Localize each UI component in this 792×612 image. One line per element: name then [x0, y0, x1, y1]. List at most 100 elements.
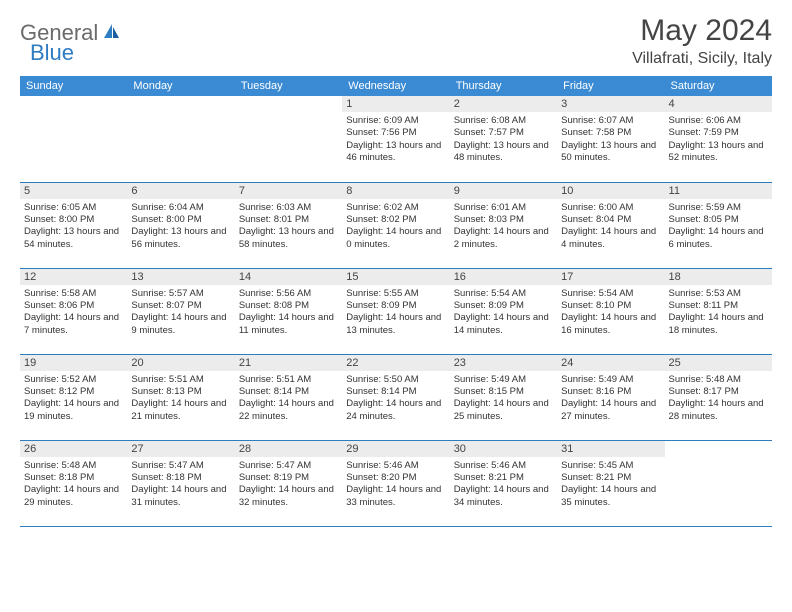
day-details: Sunrise: 6:06 AMSunset: 7:59 PMDaylight:…	[669, 115, 768, 164]
day-number: 8	[342, 183, 449, 199]
calendar-week-row: 1 Sunrise: 6:09 AMSunset: 7:56 PMDaylight…	[20, 96, 772, 182]
day-details: Sunrise: 6:04 AMSunset: 8:00 PMDaylight:…	[131, 202, 230, 251]
logo-sail-icon	[102, 22, 122, 45]
calendar-day-cell: 27 Sunrise: 5:47 AMSunset: 8:18 PMDayligh…	[127, 440, 234, 526]
day-number: 14	[235, 269, 342, 285]
day-number: 26	[20, 441, 127, 457]
calendar-day-cell: 16 Sunrise: 5:54 AMSunset: 8:09 PMDayligh…	[450, 268, 557, 354]
calendar-week-row: 5 Sunrise: 6:05 AMSunset: 8:00 PMDaylight…	[20, 182, 772, 268]
calendar-day-cell	[235, 96, 342, 182]
day-number: 29	[342, 441, 449, 457]
calendar-day-cell: 26 Sunrise: 5:48 AMSunset: 8:18 PMDayligh…	[20, 440, 127, 526]
calendar-day-cell: 22Sunrise: 5:50 AMSunset: 8:14 PMDayligh…	[342, 354, 449, 440]
day-details: Sunrise: 5:57 AMSunset: 8:07 PMDaylight:…	[131, 288, 230, 337]
day-details: Sunrise: 6:08 AMSunset: 7:57 PMDaylight:…	[454, 115, 553, 164]
weekday-header: Sunday	[20, 76, 127, 96]
day-details: Sunrise: 6:00 AMSunset: 8:04 PMDaylight:…	[561, 202, 660, 251]
day-number: 30	[450, 441, 557, 457]
calendar-page: General May 2024 Villafrati, Sicily, Ita…	[0, 0, 792, 541]
header: General May 2024 Villafrati, Sicily, Ita…	[20, 14, 772, 68]
calendar-table: SundayMondayTuesdayWednesdayThursdayFrid…	[20, 76, 772, 526]
calendar-day-cell: 31Sunrise: 5:45 AMSunset: 8:21 PMDayligh…	[557, 440, 664, 526]
day-number: 2	[450, 96, 557, 112]
day-details: Sunrise: 6:05 AMSunset: 8:00 PMDaylight:…	[24, 202, 123, 251]
calendar-week-row: 19Sunrise: 5:52 AMSunset: 8:12 PMDayligh…	[20, 354, 772, 440]
day-number: 28	[235, 441, 342, 457]
calendar-week-row: 26 Sunrise: 5:48 AMSunset: 8:18 PMDayligh…	[20, 440, 772, 526]
calendar-weekday-header: SundayMondayTuesdayWednesdayThursdayFrid…	[20, 76, 772, 96]
weekday-header: Friday	[557, 76, 664, 96]
calendar-day-cell: 20 Sunrise: 5:51 AMSunset: 8:13 PMDayligh…	[127, 354, 234, 440]
day-details: Sunrise: 6:03 AMSunset: 8:01 PMDaylight:…	[239, 202, 338, 251]
day-details: Sunrise: 5:51 AMSunset: 8:13 PMDaylight:…	[131, 374, 230, 423]
calendar-day-cell: 15Sunrise: 5:55 AMSunset: 8:09 PMDayligh…	[342, 268, 449, 354]
calendar-day-cell: 24 Sunrise: 5:49 AMSunset: 8:16 PMDayligh…	[557, 354, 664, 440]
calendar-day-cell: 12 Sunrise: 5:58 AMSunset: 8:06 PMDayligh…	[20, 268, 127, 354]
day-number: 1	[342, 96, 449, 112]
day-details: Sunrise: 5:56 AMSunset: 8:08 PMDaylight:…	[239, 288, 338, 337]
day-details: Sunrise: 6:09 AMSunset: 7:56 PMDaylight:…	[346, 115, 445, 164]
calendar-day-cell: 7Sunrise: 6:03 AMSunset: 8:01 PMDaylight…	[235, 182, 342, 268]
day-details: Sunrise: 5:49 AMSunset: 8:15 PMDaylight:…	[454, 374, 553, 423]
day-details: Sunrise: 6:07 AMSunset: 7:58 PMDaylight:…	[561, 115, 660, 164]
calendar-day-cell: 13 Sunrise: 5:57 AMSunset: 8:07 PMDayligh…	[127, 268, 234, 354]
calendar-day-cell: 3 Sunrise: 6:07 AMSunset: 7:58 PMDaylight…	[557, 96, 664, 182]
month-year: May 2024	[632, 14, 772, 48]
weekday-header: Tuesday	[235, 76, 342, 96]
calendar-day-cell: 21 Sunrise: 5:51 AMSunset: 8:14 PMDayligh…	[235, 354, 342, 440]
day-details: Sunrise: 5:58 AMSunset: 8:06 PMDaylight:…	[24, 288, 123, 337]
logo-blue-row: Blue	[30, 34, 74, 66]
day-number: 6	[127, 183, 234, 199]
day-details: Sunrise: 5:46 AMSunset: 8:20 PMDaylight:…	[346, 460, 445, 509]
calendar-day-cell: 2 Sunrise: 6:08 AMSunset: 7:57 PMDaylight…	[450, 96, 557, 182]
calendar-day-cell: 1 Sunrise: 6:09 AMSunset: 7:56 PMDaylight…	[342, 96, 449, 182]
day-number: 3	[557, 96, 664, 112]
day-number: 25	[665, 355, 772, 371]
day-number: 16	[450, 269, 557, 285]
calendar-day-cell: 25Sunrise: 5:48 AMSunset: 8:17 PMDayligh…	[665, 354, 772, 440]
day-number: 27	[127, 441, 234, 457]
day-number: 19	[20, 355, 127, 371]
calendar-day-cell: 28Sunrise: 5:47 AMSunset: 8:19 PMDayligh…	[235, 440, 342, 526]
day-details: Sunrise: 5:51 AMSunset: 8:14 PMDaylight:…	[239, 374, 338, 423]
calendar-day-cell	[20, 96, 127, 182]
calendar-day-cell: 8Sunrise: 6:02 AMSunset: 8:02 PMDaylight…	[342, 182, 449, 268]
calendar-day-cell: 23Sunrise: 5:49 AMSunset: 8:15 PMDayligh…	[450, 354, 557, 440]
day-number: 21	[235, 355, 342, 371]
day-number: 13	[127, 269, 234, 285]
calendar-body: 1 Sunrise: 6:09 AMSunset: 7:56 PMDaylight…	[20, 96, 772, 526]
day-number: 17	[557, 269, 664, 285]
day-details: Sunrise: 5:54 AMSunset: 8:09 PMDaylight:…	[454, 288, 553, 337]
day-number: 24	[557, 355, 664, 371]
calendar-week-row: 12 Sunrise: 5:58 AMSunset: 8:06 PMDayligh…	[20, 268, 772, 354]
day-details: Sunrise: 5:54 AMSunset: 8:10 PMDaylight:…	[561, 288, 660, 337]
day-number: 5	[20, 183, 127, 199]
day-details: Sunrise: 5:45 AMSunset: 8:21 PMDaylight:…	[561, 460, 660, 509]
day-details: Sunrise: 5:46 AMSunset: 8:21 PMDaylight:…	[454, 460, 553, 509]
day-number: 20	[127, 355, 234, 371]
day-details: Sunrise: 5:49 AMSunset: 8:16 PMDaylight:…	[561, 374, 660, 423]
calendar-day-cell: 4Sunrise: 6:06 AMSunset: 7:59 PMDaylight…	[665, 96, 772, 182]
day-details: Sunrise: 5:48 AMSunset: 8:18 PMDaylight:…	[24, 460, 123, 509]
day-number: 10	[557, 183, 664, 199]
weekday-header: Saturday	[665, 76, 772, 96]
day-number: 9	[450, 183, 557, 199]
day-details: Sunrise: 5:59 AMSunset: 8:05 PMDaylight:…	[669, 202, 768, 251]
calendar-day-cell: 18Sunrise: 5:53 AMSunset: 8:11 PMDayligh…	[665, 268, 772, 354]
weekday-header: Monday	[127, 76, 234, 96]
calendar-day-cell: 14 Sunrise: 5:56 AMSunset: 8:08 PMDayligh…	[235, 268, 342, 354]
logo-text-blue: Blue	[30, 40, 74, 66]
calendar-day-cell: 11 Sunrise: 5:59 AMSunset: 8:05 PMDayligh…	[665, 182, 772, 268]
day-details: Sunrise: 6:01 AMSunset: 8:03 PMDaylight:…	[454, 202, 553, 251]
day-number: 11	[665, 183, 772, 199]
calendar-day-cell: 5 Sunrise: 6:05 AMSunset: 8:00 PMDaylight…	[20, 182, 127, 268]
calendar-day-cell: 6 Sunrise: 6:04 AMSunset: 8:00 PMDaylight…	[127, 182, 234, 268]
calendar-day-cell: 29 Sunrise: 5:46 AMSunset: 8:20 PMDayligh…	[342, 440, 449, 526]
day-details: Sunrise: 5:47 AMSunset: 8:18 PMDaylight:…	[131, 460, 230, 509]
day-details: Sunrise: 5:53 AMSunset: 8:11 PMDaylight:…	[669, 288, 768, 337]
day-number: 12	[20, 269, 127, 285]
calendar-day-cell: 19Sunrise: 5:52 AMSunset: 8:12 PMDayligh…	[20, 354, 127, 440]
day-number: 22	[342, 355, 449, 371]
calendar-bottom-border	[20, 526, 772, 527]
day-number: 15	[342, 269, 449, 285]
